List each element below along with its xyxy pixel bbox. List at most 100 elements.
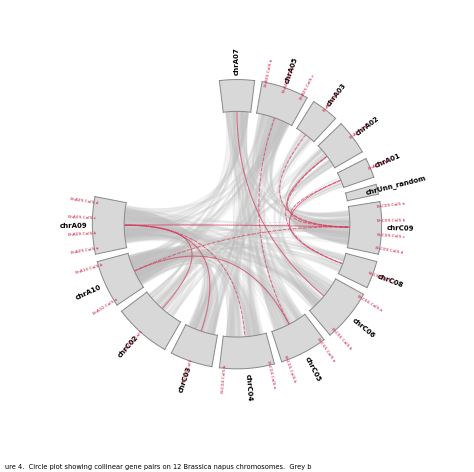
Polygon shape [292,185,350,230]
Text: BnC09.CalS.c: BnC09.CalS.c [377,233,406,239]
Polygon shape [231,111,260,335]
Polygon shape [125,208,191,304]
Polygon shape [211,138,311,335]
Polygon shape [132,255,217,334]
Polygon shape [124,115,268,231]
Polygon shape [281,165,334,302]
Text: BnC09.CalS.d: BnC09.CalS.d [374,246,404,255]
Polygon shape [219,333,274,369]
Polygon shape [272,314,324,362]
Polygon shape [288,160,349,217]
Polygon shape [124,227,332,289]
Polygon shape [125,237,332,290]
Text: BnA02.CalS: BnA02.CalS [349,122,372,140]
Polygon shape [278,132,350,225]
Polygon shape [278,139,330,293]
Polygon shape [248,115,270,335]
Polygon shape [124,111,243,228]
Polygon shape [124,215,189,299]
Polygon shape [139,124,290,283]
Polygon shape [134,255,298,320]
Polygon shape [130,244,342,268]
Polygon shape [225,112,289,327]
Text: chrC09: chrC09 [387,225,414,232]
Polygon shape [128,246,189,296]
Polygon shape [133,252,190,296]
Polygon shape [124,231,285,328]
Polygon shape [264,117,349,241]
Polygon shape [134,253,317,306]
Polygon shape [135,111,242,274]
Polygon shape [130,251,209,330]
Text: BnC04.CalS.a: BnC04.CalS.a [266,361,276,390]
Polygon shape [263,121,303,319]
Polygon shape [161,163,333,312]
Polygon shape [285,149,350,231]
Text: chrA01: chrA01 [374,152,401,169]
Polygon shape [201,134,308,332]
Polygon shape [253,114,282,329]
Polygon shape [229,116,271,337]
Polygon shape [170,165,334,317]
Polygon shape [97,253,144,305]
Polygon shape [125,233,249,337]
Polygon shape [125,211,344,261]
Polygon shape [246,112,300,320]
Polygon shape [168,149,324,317]
Polygon shape [125,207,216,334]
Polygon shape [132,254,252,337]
Polygon shape [124,112,248,235]
Polygon shape [137,118,279,279]
Polygon shape [125,211,236,337]
Polygon shape [234,111,315,307]
Polygon shape [124,216,345,259]
Polygon shape [270,121,349,237]
Polygon shape [130,111,236,265]
Polygon shape [131,252,294,322]
Polygon shape [131,111,230,267]
Text: BnA03.CalS: BnA03.CalS [322,90,340,113]
Text: ure 4.  Circle plot showing collinear gene pairs on 12 Brassica napus chromosome: ure 4. Circle plot showing collinear gen… [5,464,311,470]
Polygon shape [226,111,235,337]
Polygon shape [124,228,194,313]
Text: BnA01.CalS: BnA01.CalS [367,157,392,170]
Polygon shape [254,115,279,330]
Polygon shape [232,111,298,320]
Polygon shape [241,111,348,244]
Polygon shape [139,250,339,282]
Polygon shape [130,251,214,333]
Polygon shape [124,216,191,307]
Polygon shape [219,80,255,112]
Text: BnC05.CalS.a: BnC05.CalS.a [316,337,336,364]
Text: BnA09.CalS.b: BnA09.CalS.b [68,231,97,237]
Polygon shape [155,147,322,305]
Polygon shape [255,115,291,325]
Polygon shape [288,159,349,242]
Polygon shape [281,149,328,292]
Polygon shape [277,131,348,245]
Polygon shape [125,233,192,309]
Polygon shape [125,207,349,237]
Text: chrC03: chrC03 [178,365,192,393]
Polygon shape [124,112,249,228]
Polygon shape [136,111,234,280]
Polygon shape [242,111,284,329]
Polygon shape [124,224,213,333]
Polygon shape [124,111,249,236]
Polygon shape [291,183,349,239]
Text: chrC08: chrC08 [376,274,404,289]
Polygon shape [255,116,279,331]
Polygon shape [121,292,181,349]
Polygon shape [247,114,263,336]
Polygon shape [338,253,377,287]
Polygon shape [124,225,209,330]
Polygon shape [292,183,350,225]
Polygon shape [124,112,248,224]
Polygon shape [126,120,285,210]
Polygon shape [136,244,345,277]
Polygon shape [136,246,342,276]
Text: BnC03.CalS: BnC03.CalS [182,358,194,384]
Polygon shape [135,257,206,328]
Polygon shape [134,256,260,336]
Text: chrA10: chrA10 [74,284,102,301]
